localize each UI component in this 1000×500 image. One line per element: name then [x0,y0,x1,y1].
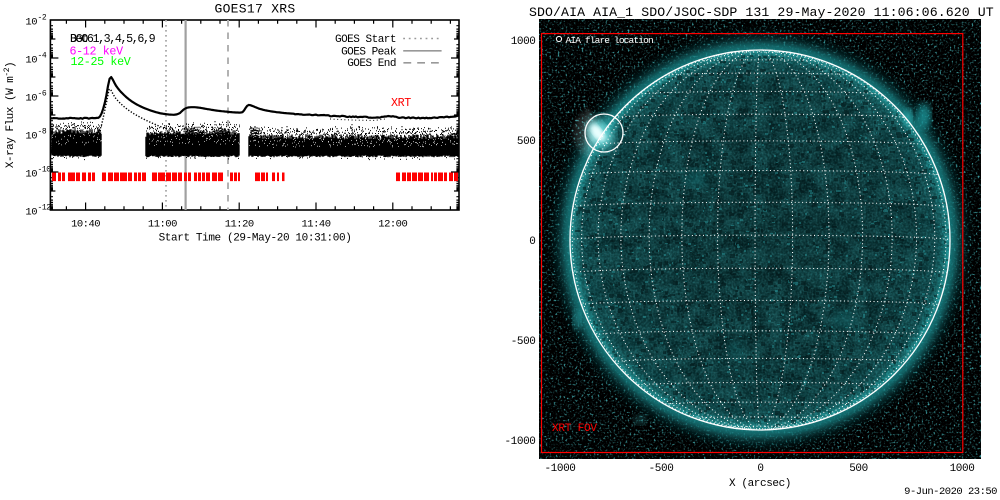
svg-text:10: 10 [25,131,37,143]
svg-text:10:40: 10:40 [71,219,100,231]
svg-text:-8: -8 [38,128,47,137]
svg-text:X-ray Flux (W m-2): X-ray Flux (W m-2) [3,62,17,168]
svg-text:X (arcsec): X (arcsec) [729,478,791,490]
svg-text:GOES End: GOES End [347,58,396,70]
svg-text:BGO: BGO [70,32,88,46]
svg-text:10: 10 [25,93,37,105]
svg-text:9-Jun-2020 23:50: 9-Jun-2020 23:50 [904,486,997,498]
svg-text:-500: -500 [649,463,674,475]
svg-text:6-12 keV: 6-12 keV [70,44,124,58]
svg-text:12-25 keV: 12-25 keV [71,55,131,69]
svg-text:1000: 1000 [511,36,536,48]
svg-text:-1000: -1000 [504,436,535,448]
svg-text:-6: -6 [38,90,47,99]
svg-text:-500: -500 [511,336,536,348]
svg-text:-1000: -1000 [544,463,575,475]
svg-text:XRT: XRT [391,96,411,110]
svg-text:SDO/AIA AIA_1 SDO/JSOC-SDP 131: SDO/AIA AIA_1 SDO/JSOC-SDP 131 29-May-20… [529,5,994,20]
svg-text:11:00: 11:00 [148,219,177,231]
svg-text:11:40: 11:40 [301,219,330,231]
svg-text:-12: -12 [38,204,52,213]
svg-text:10: 10 [25,55,37,67]
svg-text:1000: 1000 [950,463,975,475]
svg-text:11:20: 11:20 [225,219,254,231]
svg-text:500: 500 [517,136,536,148]
svg-text:XRT FOV: XRT FOV [552,423,597,435]
svg-text:GOES Peak: GOES Peak [341,47,397,59]
svg-text:-10: -10 [38,166,52,175]
svg-text:GOES Start: GOES Start [335,34,396,46]
svg-text:GOES17 XRS: GOES17 XRS [214,2,295,17]
svg-text:AIA flare location: AIA flare location [566,35,653,46]
svg-text:Start Time (29-May-20 10:31:00: Start Time (29-May-20 10:31:00) [159,233,352,245]
svg-text:500: 500 [849,463,868,475]
svg-text:12:00: 12:00 [378,219,407,231]
svg-text:0: 0 [529,236,535,248]
svg-text:10: 10 [25,207,37,219]
svg-text:0: 0 [757,463,763,475]
svg-text:Det61,3,4,5,6,9: Det61,3,4,5,6,9 [70,32,156,46]
svg-text:10: 10 [25,17,37,29]
svg-text:-4: -4 [38,52,47,61]
svg-text:-2: -2 [38,14,47,23]
svg-text:10: 10 [25,169,37,181]
